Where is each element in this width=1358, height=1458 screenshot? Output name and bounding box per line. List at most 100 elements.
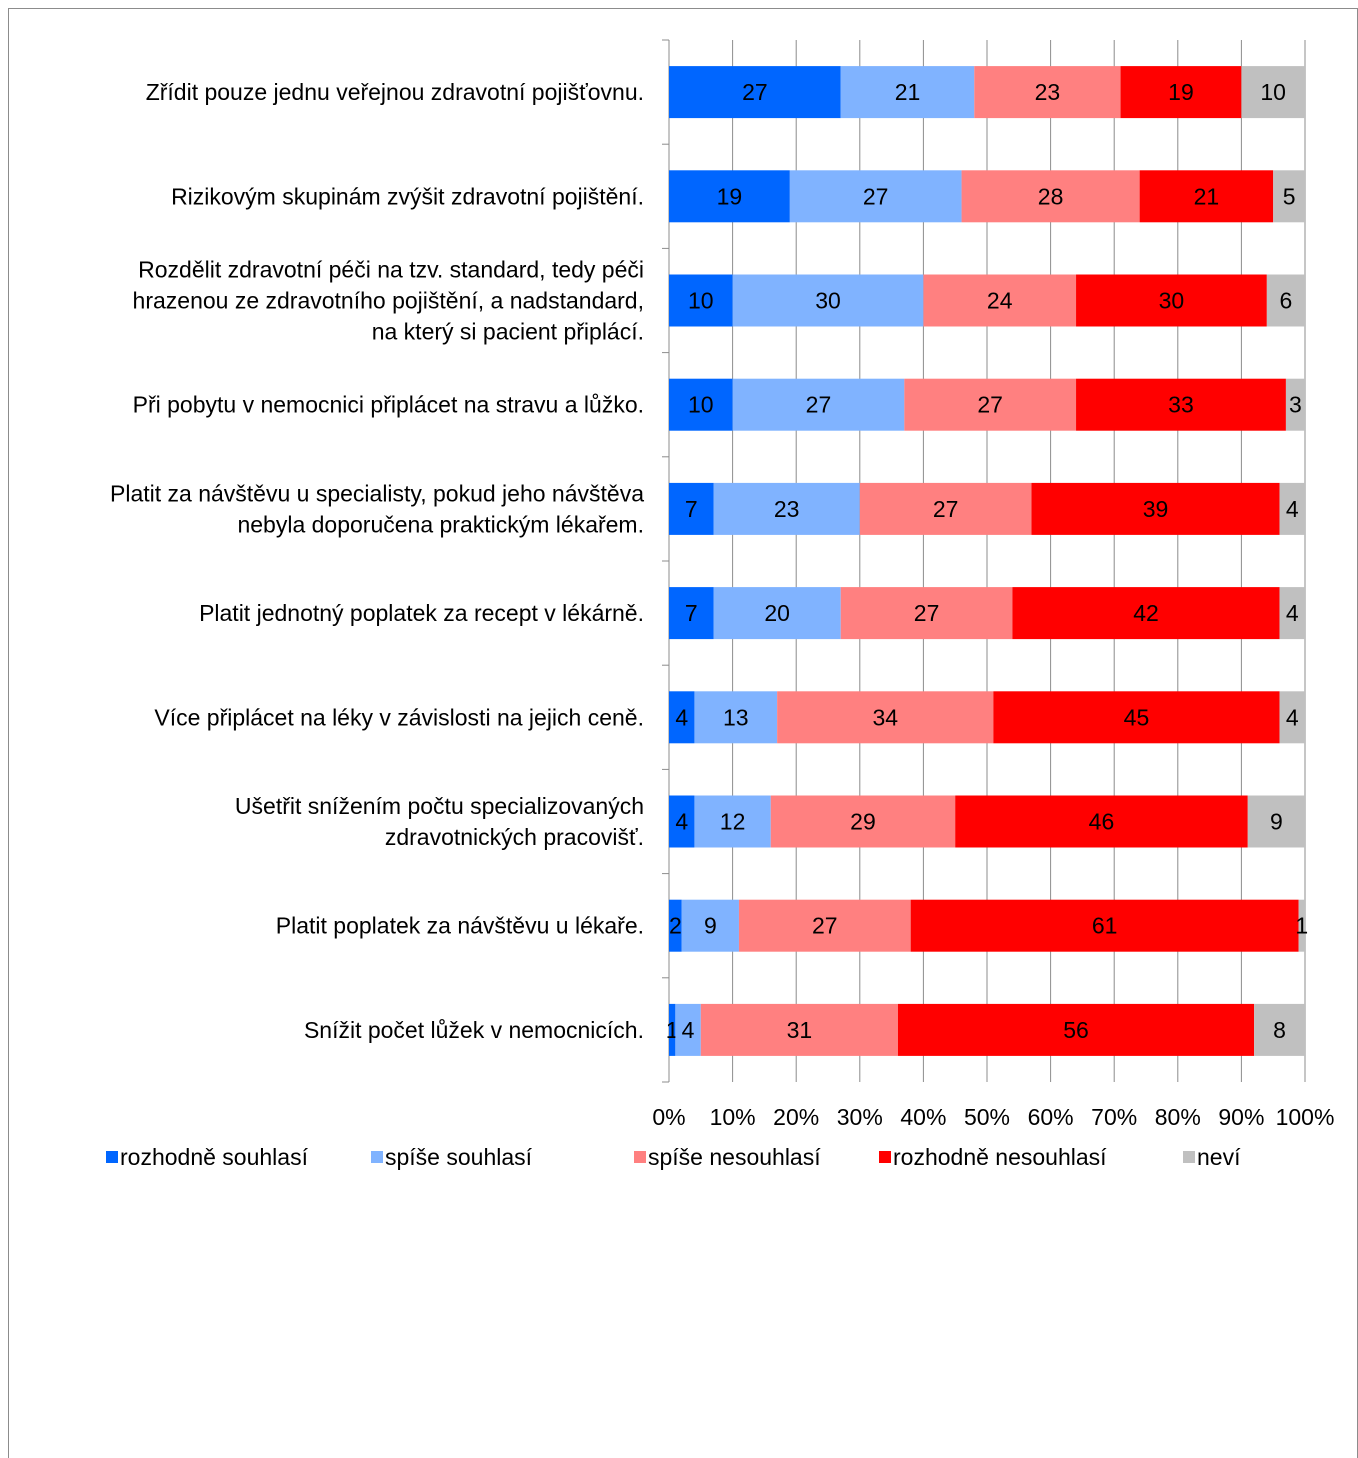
x-tick-label: 50%: [964, 1104, 1010, 1130]
data-label: 31: [787, 1017, 813, 1043]
bar-segment: [1120, 66, 1242, 119]
data-label: 20: [764, 600, 790, 626]
bar-segment: [681, 899, 739, 952]
data-label: 27: [806, 392, 832, 418]
data-label: 10: [688, 288, 714, 314]
legend-swatch: [106, 1151, 118, 1163]
data-label: 30: [1159, 288, 1185, 314]
legend-label: rozhodně souhlasí: [120, 1144, 309, 1170]
bar-segment: [669, 587, 714, 640]
legend-swatch: [879, 1151, 891, 1163]
bar-segment: [669, 691, 695, 744]
bar-segment: [669, 378, 733, 431]
bar-segment: [694, 795, 771, 848]
bar-segment: [923, 274, 1077, 327]
data-label: 4: [682, 1017, 695, 1043]
bar-segment: [770, 795, 956, 848]
x-tick-label: 90%: [1218, 1104, 1264, 1130]
data-label: 9: [1270, 809, 1283, 835]
data-label: 5: [1283, 183, 1296, 209]
bar-segment: [669, 482, 714, 535]
category-label: Ušetřit snížením počtu specializovaných: [235, 793, 644, 819]
bar-segment: [713, 587, 841, 640]
bar-segment: [1298, 899, 1305, 952]
bar-segment: [1285, 378, 1305, 431]
category-label: na který si pacient připlácí.: [372, 319, 644, 345]
data-label: 27: [933, 496, 959, 522]
data-label: 21: [1194, 183, 1220, 209]
x-tick-label: 30%: [837, 1104, 883, 1130]
bar-segment: [694, 691, 778, 744]
legend-swatch: [371, 1151, 383, 1163]
data-label: 21: [895, 79, 921, 105]
data-label: 61: [1092, 913, 1118, 939]
bar-segment: [738, 899, 911, 952]
data-label: 13: [723, 704, 749, 730]
data-label: 27: [742, 79, 768, 105]
bar-segment: [669, 66, 841, 119]
bar-segment: [669, 899, 682, 952]
data-label: 42: [1133, 600, 1159, 626]
data-label: 9: [704, 913, 717, 939]
data-label: 19: [717, 183, 743, 209]
data-label: 4: [675, 704, 688, 730]
bar-segment: [859, 482, 1032, 535]
bar-segment: [1266, 274, 1305, 327]
data-label: 46: [1089, 809, 1115, 835]
category-label: Platit jednotný poplatek za recept v lék…: [199, 600, 644, 626]
legend-label: rozhodně nesouhlasí: [893, 1144, 1107, 1170]
bar-segment: [993, 691, 1280, 744]
data-label: 6: [1280, 288, 1293, 314]
category-label: zdravotnických pracovišť.: [385, 824, 644, 850]
bar-segment: [840, 66, 975, 119]
x-tick-label: 0%: [652, 1104, 685, 1130]
x-tick-label: 100%: [1276, 1104, 1335, 1130]
legend-label: neví: [1197, 1144, 1241, 1170]
data-label: 4: [1286, 496, 1299, 522]
bar-segment: [789, 170, 962, 223]
bar-segment: [840, 587, 1013, 640]
bar-segment: [675, 1003, 701, 1056]
category-label: Rozdělit zdravotní péči na tzv. standard…: [138, 257, 644, 283]
bar-segment: [1139, 170, 1274, 223]
x-tick-label: 60%: [1028, 1104, 1074, 1130]
data-label: 7: [685, 600, 698, 626]
bar-segment: [732, 274, 924, 327]
data-label: 10: [1260, 79, 1286, 105]
data-label: 27: [977, 392, 1003, 418]
data-label: 4: [1286, 704, 1299, 730]
category-label: Zřídit pouze jednu veřejnou zdravotní po…: [146, 79, 644, 105]
bar-segment: [1279, 587, 1305, 640]
category-label: Snížit počet lůžek v nemocnicích.: [304, 1017, 644, 1043]
bar-segment: [1254, 1003, 1305, 1056]
bar-segment: [1273, 170, 1305, 223]
bar-segment: [1076, 274, 1267, 327]
bar-segment: [897, 1003, 1255, 1056]
x-tick-label: 10%: [710, 1104, 756, 1130]
data-label: 4: [675, 809, 688, 835]
bar-segment: [1076, 378, 1286, 431]
data-label: 12: [720, 809, 746, 835]
legend-swatch: [634, 1151, 646, 1163]
data-label: 24: [987, 288, 1013, 314]
bar-segment: [669, 795, 695, 848]
data-label: 33: [1168, 392, 1194, 418]
data-label: 4: [1286, 600, 1299, 626]
legend-label: spíše souhlasí: [385, 1144, 533, 1170]
x-tick-label: 80%: [1155, 1104, 1201, 1130]
data-label: 28: [1038, 183, 1064, 209]
bar-segment: [1012, 587, 1280, 640]
data-label: 27: [914, 600, 940, 626]
category-label: Platit poplatek za návštěvu u lékaře.: [276, 913, 644, 939]
data-label: 29: [850, 809, 876, 835]
data-label: 8: [1273, 1017, 1286, 1043]
data-label: 23: [774, 496, 800, 522]
bar-segment: [700, 1003, 898, 1056]
bar-segment: [1031, 482, 1280, 535]
x-tick-label: 70%: [1091, 1104, 1137, 1130]
category-label: hrazenou ze zdravotního pojištění, a nad…: [133, 288, 644, 314]
bar-segment: [777, 691, 994, 744]
bar-segment: [961, 170, 1140, 223]
legend-swatch: [1183, 1151, 1195, 1163]
